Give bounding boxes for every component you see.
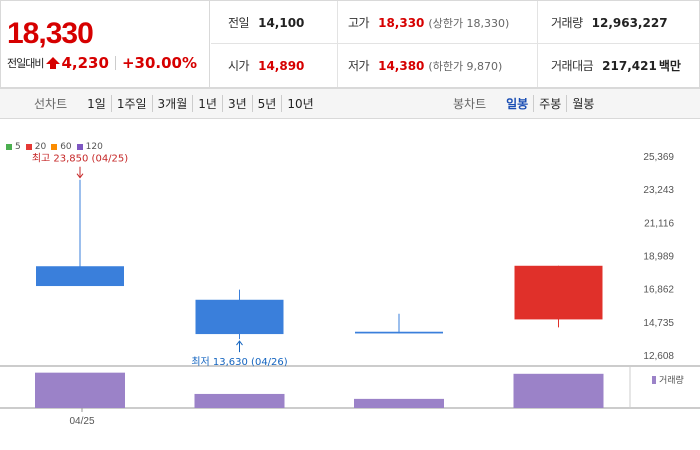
high-annotation: 최고 23,850 (04/25) [32,153,128,165]
tab-daily[interactable]: 일봉 [506,97,529,111]
low-arrow-head [236,340,243,346]
candle-body [514,265,603,320]
trade-value: 217,421 [602,58,657,73]
y-tick-label: 12,608 [643,351,674,362]
change-label: 전일대비 [7,57,44,70]
y-tick-label: 16,862 [643,285,674,296]
low-price: 저가 14,380 (하한가 9,870) [337,44,502,87]
high-arrow-head [76,173,84,179]
volume-bar [513,373,604,408]
volume-stat: 거래량 12,963,227 [537,1,668,44]
ma20-swatch [25,144,32,150]
low-label: 저가 [348,59,370,73]
tab-5y[interactable]: 5년 [251,95,282,112]
open-price: 시가 14,890 [228,44,304,87]
ma5-label: 5 [15,142,21,152]
chart-tab-bar: 선차트 1일 1주일 3개월 1년 3년 5년 10년 봉차트 일봉 주봉 월봉 [0,88,700,119]
high-label: 고가 [348,16,370,30]
divider [114,56,116,70]
up-arrow-icon [46,57,61,69]
y-tick-label: 21,116 [644,218,674,229]
current-price: 18,330 [7,17,94,50]
volume-bar [35,372,125,408]
tab-3m[interactable]: 3개월 [151,95,193,112]
volume-legend: 거래량 [652,373,684,386]
tab-monthly[interactable]: 월봉 [566,95,599,112]
legend-ma60: 60 [51,142,72,152]
prev-close: 전일 14,100 [228,1,304,44]
price-box: 18,330 전일대비 4,230 +30.00% [1,1,210,87]
trade-value-unit: 백만 [658,59,681,73]
change-row: 전일대비 4,230 +30.00% [7,53,197,73]
low-value: 14,380 [378,58,425,73]
y-tick-label: 23,243 [643,185,674,196]
trade-value-label: 거래대금 [551,59,594,73]
prev-close-value: 14,100 [258,15,305,30]
y-tick-label: 18,989 [643,251,674,262]
tab-1d[interactable]: 1일 [87,97,106,111]
tab-1w[interactable]: 1주일 [110,95,152,112]
y-tick-label: 14,735 [643,318,674,329]
upper-limit: (상한가 18,330) [428,16,510,30]
change-amount: 4,230 [61,54,109,72]
volume-label: 거래량 [551,16,583,30]
x-tick-label: 04/25 [69,416,94,427]
candle-chart-tabs: 봉차트 일봉 주봉 월봉 [453,89,599,118]
lower-limit: (하한가 9,870) [428,59,503,73]
tab-weekly[interactable]: 주봉 [533,95,566,112]
volume-swatch [652,375,656,384]
tab-1y[interactable]: 1년 [192,95,222,112]
candle-body [355,331,443,334]
candle-body [195,299,284,335]
ma-legend: 5 20 60 120 [6,142,108,152]
ma120-swatch [76,144,83,150]
ma20-label: 20 [34,142,47,152]
legend-ma20: 20 [25,142,47,152]
candle-chart-label: 봉차트 [453,97,487,111]
stats-row-top: 전일 14,100 고가 18,330 (상한가 18,330) 거래량 12,… [211,1,699,44]
low-annotation: 최저 13,630 (04/26) [191,356,287,368]
volume-bar [354,398,444,408]
tab-3y[interactable]: 3년 [221,95,252,112]
open-label: 시가 [228,59,250,73]
volume-value: 12,963,227 [591,15,668,30]
open-value: 14,890 [258,58,305,73]
ma60-swatch [51,144,58,150]
line-chart-label: 선차트 [34,97,68,111]
ma60-label: 60 [60,142,72,152]
trade-value-stat: 거래대금 217,421 백만 [537,44,681,87]
prev-close-label: 전일 [228,16,250,30]
high-price: 고가 18,330 (상한가 18,330) [337,1,509,44]
ma5-swatch [6,144,12,150]
candle-body [36,266,124,287]
stats-row-bottom: 시가 14,890 저가 14,380 (하한가 9,870) 거래대금 217… [211,44,699,87]
quote-summary: 18,330 전일대비 4,230 +30.00% 전일 14,100 고가 1… [0,0,700,88]
line-chart-tabs: 선차트 1일 1주일 3개월 1년 3년 5년 10년 [34,89,319,118]
change-percent: +30.00% [121,54,197,72]
legend-ma120: 120 [76,142,103,152]
legend-ma5: 5 [6,142,21,152]
volume-bar [194,393,285,408]
y-tick-label: 25,369 [643,152,674,163]
volume-legend-label: 거래량 [659,376,684,386]
high-value: 18,330 [378,15,425,30]
price-chart: 25,369 23,243 21,116 18,989 16,862 14,735 12,6… [0,152,700,427]
ma120-label: 120 [85,142,103,152]
tab-10y[interactable]: 10년 [281,95,318,112]
